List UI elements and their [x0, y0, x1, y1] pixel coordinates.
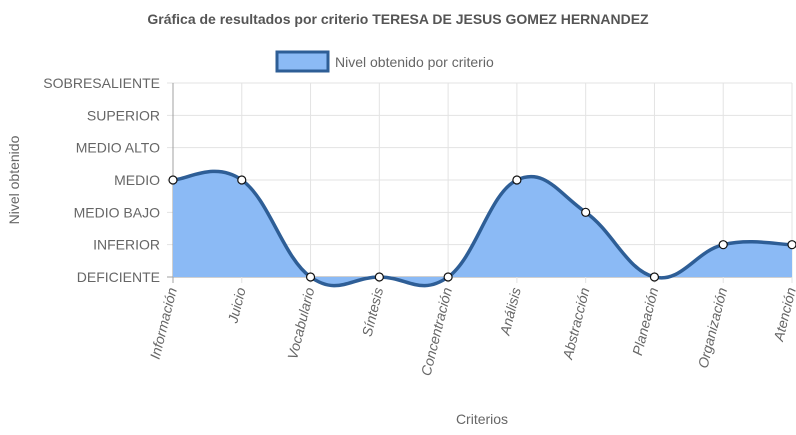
- data-point[interactable]: [581, 207, 591, 217]
- x-tick-label: Juicio: [224, 286, 248, 326]
- x-tick-label: Organización: [695, 286, 731, 370]
- data-point[interactable]: [443, 272, 453, 282]
- y-tick-label: DEFICIENTE: [77, 269, 160, 285]
- x-tick-label: Información: [147, 286, 180, 361]
- data-point[interactable]: [374, 272, 384, 282]
- chart-title: Gráfica de resultados por criterio TERES…: [147, 11, 649, 27]
- x-axis-title: Criterios: [456, 411, 508, 427]
- y-tick-label: MEDIO BAJO: [74, 204, 160, 220]
- x-tick-label: Análisis: [496, 286, 523, 338]
- legend-label: Nivel obtenido por criterio: [335, 54, 494, 70]
- y-tick-label: SOBRESALIENTE: [43, 75, 160, 91]
- y-tick-label: SUPERIOR: [87, 107, 160, 123]
- data-point[interactable]: [512, 175, 522, 185]
- x-tick-label: Planeación: [629, 286, 661, 357]
- legend[interactable]: Nivel obtenido por criterio: [275, 50, 494, 73]
- series-line: [172, 169, 793, 288]
- x-axis-ticks: Información Juicio Vocabulario Síntesis Conc…: [147, 286, 796, 378]
- y-axis-title: Nivel obtenido: [6, 135, 22, 224]
- x-tick-label: Vocabulario: [284, 286, 317, 361]
- data-points: [168, 175, 796, 282]
- legend-swatch: [275, 50, 330, 73]
- data-point[interactable]: [718, 240, 728, 250]
- y-tick-label: MEDIO ALTO: [76, 140, 160, 156]
- data-point[interactable]: [305, 272, 316, 282]
- x-tick-label: Abstracción: [559, 286, 593, 362]
- data-point[interactable]: [649, 272, 660, 282]
- data-point[interactable]: [787, 240, 796, 250]
- y-axis-ticks: DEFICIENTE INFERIOR MEDIO BAJO MEDIO MEDIO A…: [43, 75, 160, 285]
- x-tick-label: Síntesis: [359, 286, 387, 338]
- series-area: [172, 169, 793, 288]
- y-tick-label: INFERIOR: [93, 237, 160, 253]
- x-tick-label: Concentración: [418, 286, 455, 378]
- data-point[interactable]: [168, 175, 178, 185]
- y-tick-label: MEDIO: [114, 172, 160, 188]
- x-tick-label: Atención: [770, 286, 796, 344]
- data-point[interactable]: [237, 175, 247, 185]
